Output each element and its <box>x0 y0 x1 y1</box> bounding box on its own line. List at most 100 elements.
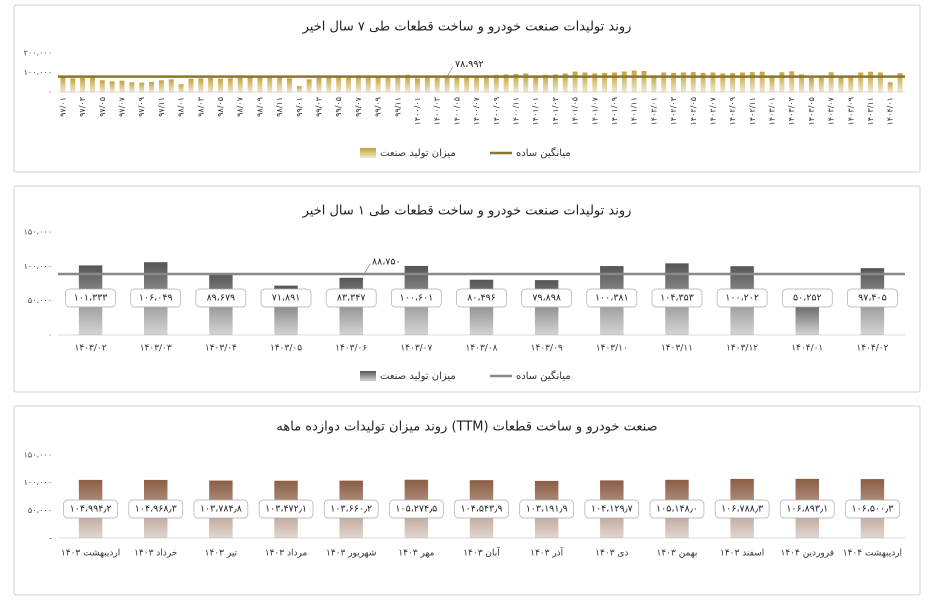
value-label: ۱۰۳،۶۶۰٫۲ <box>330 504 372 515</box>
x-tick-label: اردیبهشت ۱۴۰۳ <box>61 549 120 559</box>
value-label: ۷۱،۸۹۱ <box>272 293 301 304</box>
bar <box>198 78 204 92</box>
x-tick-label: ۱۴۰۰/۰۷ <box>472 96 481 125</box>
x-tick-label: ۱۴۰۳/۰۵ <box>270 344 302 354</box>
bar <box>611 72 617 92</box>
value-label-box <box>128 499 184 519</box>
value-label-box <box>847 288 898 308</box>
x-tick-label: ۱۴۰۰/۰۹ <box>492 97 501 125</box>
bar <box>621 71 627 92</box>
value-label: ۱۰۵،۲۷۴٫۵ <box>395 504 437 515</box>
bar <box>523 73 529 92</box>
bar <box>336 76 342 92</box>
x-tick-label: دی ۱۴۰۳ <box>595 549 628 559</box>
y-tick-label: ۰ <box>48 331 52 340</box>
x-tick-label: ۱۴۰۳/۰۷ <box>827 96 836 125</box>
bar <box>730 73 736 92</box>
legend-label: میزان تولید صنعت <box>380 371 456 382</box>
bar <box>286 78 292 92</box>
bar <box>119 80 125 92</box>
bar <box>534 280 559 335</box>
x-tick-label: ۱۴۰۳/۰۹ <box>846 97 855 125</box>
value-label: ۱۰۴،۹۹۴٫۲ <box>70 504 112 515</box>
x-tick-label: اسفند ۱۴۰۳ <box>720 549 764 559</box>
bar <box>700 72 706 92</box>
value-label: ۸۰،۴۹۶ <box>467 293 496 304</box>
bar <box>247 77 253 92</box>
bar <box>720 73 726 92</box>
y-tick-label: ۵۰،۰۰۰ <box>28 506 52 515</box>
bar <box>168 79 174 92</box>
value-label-box <box>716 288 768 308</box>
x-tick-label: ۱۴۰۱/۰۷ <box>590 96 599 125</box>
x-tick-label: ۱۴۰۲/۰۹ <box>728 97 737 125</box>
x-tick-label: مرداد ۱۴۰۳ <box>265 549 308 559</box>
x-tick-label: ۹۸/۰۷ <box>236 96 245 117</box>
value-label: ۱۰۶،۵۰۰٫۳ <box>851 504 893 515</box>
value-label: ۱۰۶،۷۸۸٫۳ <box>721 504 763 515</box>
x-tick-label: خرداد ۱۴۰۳ <box>134 549 177 559</box>
bar <box>306 79 312 92</box>
bar <box>178 84 184 92</box>
legend-swatch <box>360 148 376 158</box>
average-leader <box>363 263 371 275</box>
bar <box>188 78 194 92</box>
x-tick-label: ۱۴۰۰/۰۵ <box>452 97 461 125</box>
value-label-box <box>63 499 118 519</box>
bar <box>464 76 470 92</box>
bar <box>680 72 686 92</box>
x-tick-label: ۱۴۰۳/۰۷ <box>400 344 432 354</box>
average-label: ۸۸،۷۵۰ <box>372 257 401 268</box>
bar <box>444 75 450 92</box>
legend-label: میزان تولید صنعت <box>380 148 456 159</box>
bar <box>503 74 509 92</box>
x-tick-label: ۱۴۰۳/۰۱ <box>768 97 777 125</box>
value-label: ۱۰۰،۶۰۱ <box>400 293 434 304</box>
bar <box>129 82 135 92</box>
x-tick-label: ۱۴۰۳/۱۲ <box>726 344 758 354</box>
x-tick-label: ۱۴۰۳/۱۱ <box>866 97 875 125</box>
x-tick-label: ۱۴۰۳/۰۴ <box>205 344 237 354</box>
value-label-box <box>65 288 116 308</box>
value-label-box <box>390 288 442 308</box>
value-label: ۱۰۶،۸۹۳٫۱ <box>786 504 828 515</box>
x-tick-label: فروردین ۱۴۰۴ <box>781 549 835 559</box>
x-tick-label: ۱۴۰۴/۰۱ <box>886 97 895 125</box>
value-label: ۱۰۴،۵۴۳٫۹ <box>461 504 503 515</box>
bar <box>70 78 76 92</box>
bar <box>897 73 903 92</box>
value-label-box <box>584 499 640 519</box>
bar <box>562 73 568 92</box>
value-label: ۵۰،۲۵۲ <box>793 293 822 304</box>
x-tick-label: تیر ۱۴۰۳ <box>205 549 238 559</box>
value-label-box <box>521 288 573 308</box>
value-label: ۱۰۱،۳۳۳ <box>74 293 108 304</box>
value-label-box <box>519 499 574 519</box>
x-tick-label: ۹۹/۰۱ <box>295 97 304 117</box>
x-tick-label: ۹۹/۰۹ <box>374 97 383 117</box>
bar <box>661 72 667 92</box>
value-label-box <box>193 499 249 519</box>
bar <box>572 71 578 92</box>
bar <box>415 78 420 92</box>
value-label-box <box>389 499 444 519</box>
x-tick-label: ۱۴۰۲/۰۵ <box>689 97 698 125</box>
bar <box>90 77 95 92</box>
value-label-box <box>586 288 638 308</box>
x-tick-label: ۹۷/۰۱ <box>58 97 67 117</box>
value-label-box <box>781 288 833 308</box>
value-label-box <box>325 288 377 308</box>
bar <box>740 72 745 92</box>
x-tick-label: ۱۴۰۳/۰۹ <box>531 344 563 354</box>
value-label-box <box>258 499 314 519</box>
x-tick-label: شهریور ۱۴۰۳ <box>326 549 376 559</box>
x-tick-label: ۱۴۰۰/۰۱ <box>413 97 422 125</box>
bar <box>513 74 519 92</box>
bar <box>848 76 854 92</box>
bar <box>582 72 588 92</box>
bar <box>483 75 489 92</box>
x-tick-label: ۹۹/۰۵ <box>334 97 343 117</box>
bar <box>533 77 539 92</box>
value-label-box <box>845 499 900 519</box>
y-tick-label: ۱۵۰،۰۰۰ <box>24 228 52 237</box>
